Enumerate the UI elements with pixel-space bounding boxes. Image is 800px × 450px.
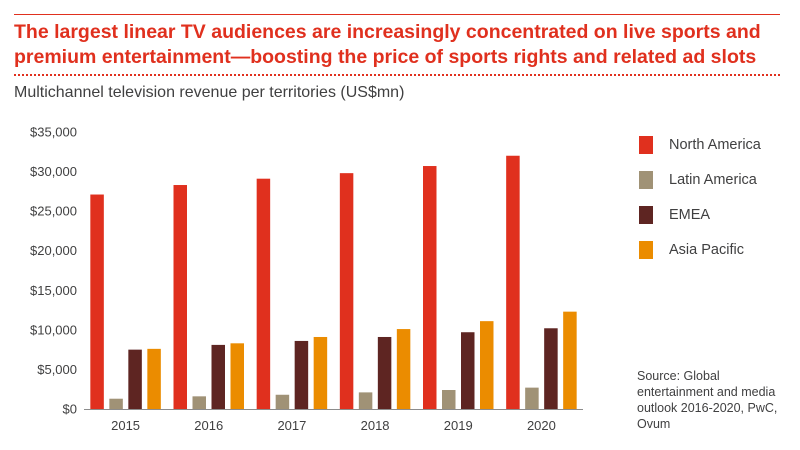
y-tick-label: $25,000 (30, 204, 77, 219)
y-tick-label: $35,000 (30, 125, 77, 140)
legend-label: EMEA (669, 207, 711, 223)
legend-label: Latin America (669, 172, 757, 188)
y-tick-label: $5,000 (37, 362, 77, 377)
y-tick-label: $15,000 (30, 283, 77, 298)
legend-swatch (639, 241, 653, 259)
y-tick-label: $10,000 (30, 322, 77, 337)
legend-swatch (639, 136, 653, 154)
legend-label: North America (669, 137, 761, 153)
bar-north-america (339, 173, 354, 409)
bar-asia-pacific (396, 329, 411, 409)
bar-latin-america (275, 394, 290, 409)
bar-asia-pacific (230, 343, 244, 409)
dotted-divider (14, 74, 780, 76)
y-tick-label: $20,000 (30, 243, 77, 258)
bar-north-america (173, 185, 187, 409)
bar-latin-america (525, 387, 539, 409)
bar-emea (128, 349, 142, 409)
bar-latin-america (109, 398, 123, 409)
bar-asia-pacific (563, 311, 577, 409)
legend-label: Asia Pacific (669, 242, 744, 258)
bar-emea (294, 340, 309, 409)
bar-latin-america (358, 392, 373, 409)
bar-emea (461, 332, 475, 409)
bar-asia-pacific (147, 348, 161, 409)
y-tick-label: $30,000 (30, 164, 77, 179)
legend-swatch (639, 206, 653, 224)
top-rule (14, 14, 780, 15)
chart-title: Multichannel television revenue per terr… (14, 84, 405, 101)
x-tick-label: 2017 (277, 418, 306, 433)
source-note: Source: Global entertainment and media o… (637, 369, 778, 431)
bar-north-america (506, 155, 520, 409)
bar-emea (377, 336, 392, 409)
bar-latin-america (192, 396, 206, 409)
bar-emea (544, 328, 558, 409)
bar-north-america (90, 194, 104, 409)
x-tick-label: 2019 (444, 418, 473, 433)
bar-north-america (423, 166, 437, 409)
x-tick-label: 2016 (194, 418, 223, 433)
x-tick-label: 2020 (527, 418, 556, 433)
bar-latin-america (442, 390, 456, 409)
bar-north-america (256, 178, 271, 409)
headline: The largest linear TV audiences are incr… (14, 21, 761, 68)
x-tick-label: 2018 (361, 418, 390, 433)
x-tick-label: 2015 (111, 418, 140, 433)
y-tick-label: $0 (63, 402, 77, 417)
bar-asia-pacific (313, 336, 328, 409)
legend-swatch (639, 171, 653, 189)
bar-emea (211, 344, 225, 409)
bar-asia-pacific (480, 321, 494, 409)
